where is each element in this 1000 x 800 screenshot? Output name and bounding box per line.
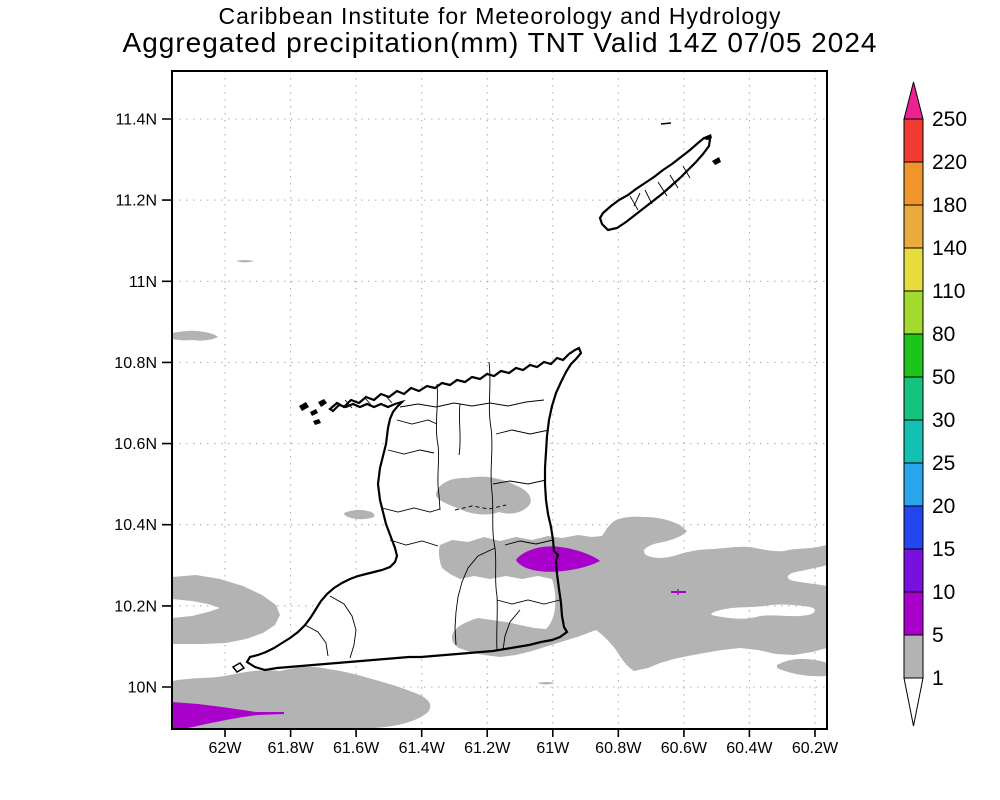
colorbar-labels: 250 220 180 140 110 80 50 30 25 20 15 10… <box>932 108 967 690</box>
tobago-islets <box>704 134 721 165</box>
colorbar-label: 10 <box>932 581 955 604</box>
colorbar-label: 5 <box>932 624 944 647</box>
x-axis-label: 60.8W <box>595 740 642 757</box>
colorbar-label: 110 <box>932 280 965 303</box>
figure-title-product: Aggregated precipitation(mm) TNT Valid 1… <box>122 27 878 58</box>
x-axis-label: 61W <box>536 740 570 757</box>
icacos-islet <box>231 662 246 673</box>
colorbar-band <box>903 290 924 335</box>
x-axis-label: 60.2W <box>792 740 839 757</box>
rain-area-1-5mm <box>173 330 218 341</box>
colorbar-label: 80 <box>932 323 955 346</box>
colorbar-band <box>903 204 924 249</box>
rain-area-1-5mm <box>777 658 827 677</box>
colorbar: 250 220 180 140 110 80 50 30 25 20 15 10… <box>903 81 967 727</box>
x-axis-labels: 62W 61.8W 61.6W 61.4W 61.2W 61W 60.8W 60… <box>209 740 839 757</box>
rain-area-1-5mm <box>436 476 531 515</box>
x-axis-label: 62W <box>209 740 243 757</box>
precipitation-shading <box>172 260 827 729</box>
x-tick-marks <box>224 729 816 737</box>
y-tick-marks <box>162 118 172 688</box>
y-axis-label: 10.8N <box>114 355 157 372</box>
colorbar-band <box>903 376 924 421</box>
colorbar-label: 50 <box>932 366 955 389</box>
colorbar-label: 15 <box>932 538 955 561</box>
colorbar-label: 20 <box>932 495 955 518</box>
rain-area-1-5mm <box>344 509 375 520</box>
tobago-north-dash <box>660 122 672 125</box>
y-axis-label: 10.6N <box>114 436 157 453</box>
y-axis-label: 11.2N <box>115 193 157 210</box>
rain-area-1-5mm <box>172 575 280 644</box>
y-axis-label: 10.2N <box>114 598 157 615</box>
colorbar-under-triangle <box>903 677 924 727</box>
colorbar-band <box>903 247 924 292</box>
colorbar-band <box>903 161 924 206</box>
y-axis-label: 11N <box>129 274 157 291</box>
colorbar-band <box>903 591 924 636</box>
colorbar-label: 140 <box>932 237 967 260</box>
x-axis-label: 61.4W <box>399 740 446 757</box>
colorbar-band <box>903 462 924 507</box>
x-axis-label: 60.4W <box>726 740 773 757</box>
x-axis-label: 60.6W <box>661 740 708 757</box>
colorbar-band <box>903 419 924 464</box>
figure-title-institution: Caribbean Institute for Meteorology and … <box>218 3 782 29</box>
colorbar-band <box>903 333 924 378</box>
colorbar-band <box>903 548 924 593</box>
colorbar-label: 25 <box>932 452 955 475</box>
y-axis-label: 11.4N <box>115 112 157 129</box>
colorbar-label: 220 <box>932 151 967 174</box>
y-axis-label: 10.4N <box>114 517 157 534</box>
bocas-islets <box>299 399 327 425</box>
colorbar-over-triangle <box>903 81 924 120</box>
colorbar-label: 180 <box>932 194 967 217</box>
colorbar-band <box>903 505 924 550</box>
y-axis-labels: 11.4N 11.2N 11N 10.8N 10.6N 10.4N 10.2N … <box>114 112 157 697</box>
colorbar-band <box>903 634 924 679</box>
colorbar-label: 250 <box>932 108 967 131</box>
x-axis-label: 61.8W <box>267 740 314 757</box>
colorbar-label: 1 <box>932 667 944 690</box>
tobago-admin-boundaries <box>629 165 691 211</box>
plot-frame <box>171 70 828 730</box>
rain-area-1-5mm <box>537 682 555 685</box>
colorbar-label: 30 <box>932 409 955 432</box>
colorbar-band <box>903 118 924 163</box>
x-axis-label: 61.6W <box>333 740 380 757</box>
coastlines <box>231 122 721 673</box>
rain-area-1-5mm <box>236 260 254 263</box>
rain-area-5-10mm-southwest-corner <box>172 702 284 728</box>
x-axis-label: 61.2W <box>464 740 511 757</box>
rain-areas-5-10mm <box>172 546 686 728</box>
y-axis-label: 10N <box>128 680 157 697</box>
trinidad-admin-boundaries <box>304 361 561 659</box>
rain-area-5-10mm-east-coast <box>516 546 600 572</box>
